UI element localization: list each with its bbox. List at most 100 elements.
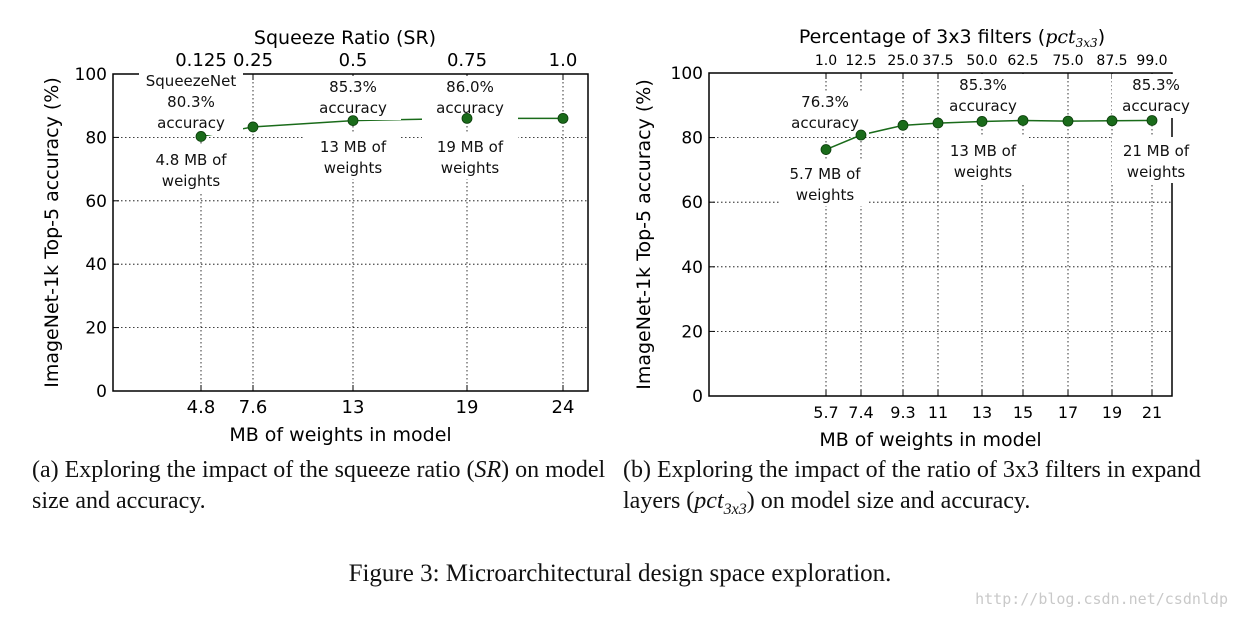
data-point bbox=[1106, 115, 1118, 127]
tick-label-top: 12.5 bbox=[845, 53, 876, 69]
annotation-label: 76.3% bbox=[801, 93, 849, 111]
caption-b-suffix: ) on model size and accuracy. bbox=[746, 488, 1031, 514]
watermark: http://blog.csdn.net/csdnldp bbox=[975, 590, 1228, 608]
data-point bbox=[247, 121, 259, 133]
tick-label-y: 80 bbox=[85, 128, 107, 148]
tick-label-y: 80 bbox=[681, 129, 703, 149]
tick-label-top: 75.0 bbox=[1052, 53, 1083, 69]
annotation-label: 5.7 MB of bbox=[789, 165, 861, 183]
x-axis-label: MB of weights in model bbox=[819, 429, 1041, 450]
tick-label-top: 0.125 bbox=[175, 50, 227, 71]
data-point bbox=[347, 115, 359, 126]
annotation-label: weights bbox=[441, 159, 500, 177]
annotation-label: accuracy bbox=[436, 99, 504, 117]
tick-label-x: 13 bbox=[972, 403, 992, 422]
tick-label-y: 20 bbox=[681, 322, 703, 342]
annotation-box bbox=[422, 133, 518, 179]
annotation-label: 13 MB of bbox=[950, 142, 1017, 160]
caption-a: (a) Exploring the impact of the squeeze … bbox=[32, 455, 607, 517]
tick-label-x: 13 bbox=[342, 397, 365, 418]
tick-label-y: 40 bbox=[85, 255, 107, 275]
caption-b: (b) Exploring the impact of the ratio of… bbox=[623, 455, 1223, 525]
plot-frame bbox=[112, 73, 589, 392]
caption-a-math: SR bbox=[474, 457, 502, 483]
tick-label-x: 7.4 bbox=[848, 403, 873, 422]
data-point bbox=[976, 116, 988, 127]
tick-label-y: 0 bbox=[96, 382, 107, 402]
annotation-box bbox=[939, 74, 1027, 118]
tick-label-y: 60 bbox=[85, 192, 107, 212]
tick-label-y: 20 bbox=[85, 319, 107, 339]
tick-label-x: 4.8 bbox=[187, 397, 216, 418]
tick-label-x: 19 bbox=[1102, 403, 1122, 422]
data-point bbox=[1017, 115, 1029, 126]
tick-label-top: 25.0 bbox=[887, 53, 918, 69]
annotation-box bbox=[305, 133, 401, 179]
tick-label-top: 0.25 bbox=[233, 50, 273, 71]
tick-label-y: 60 bbox=[681, 193, 703, 213]
annotation-label: weights bbox=[324, 159, 383, 177]
tick-label-top: 1.0 bbox=[815, 53, 837, 69]
annotation-label: 85.3% bbox=[1132, 76, 1180, 94]
annotation-label: weights bbox=[162, 172, 221, 190]
tick-label-x: 17 bbox=[1058, 403, 1078, 422]
annotation-label: weights bbox=[954, 163, 1013, 181]
data-point bbox=[897, 119, 909, 131]
annotation-box bbox=[939, 137, 1027, 183]
x-axis-label: MB of weights in model bbox=[229, 424, 451, 446]
annotation-label: 19 MB of bbox=[437, 138, 504, 156]
plot-frame bbox=[708, 72, 1173, 397]
data-point bbox=[855, 129, 867, 141]
tick-label-x: 7.6 bbox=[239, 397, 268, 418]
chart-b: 0 20 40 60 80 100 5.7 1.0 7.4 12.5 9.3 25.0 11 37.5 13… bbox=[633, 26, 1200, 450]
tick-label-y: 40 bbox=[681, 258, 703, 278]
tick-label-top: 62.5 bbox=[1007, 53, 1038, 69]
annotation-box bbox=[781, 91, 869, 135]
annotation-label: weights bbox=[796, 186, 855, 204]
annotation-label: accuracy bbox=[319, 99, 387, 117]
annotation-box bbox=[781, 160, 869, 206]
data-point bbox=[557, 112, 569, 124]
tick-label-top: 1.0 bbox=[549, 50, 578, 71]
annotation-box bbox=[422, 76, 518, 120]
tick-label-y: 100 bbox=[671, 64, 703, 84]
annotation-label: 13 MB of bbox=[320, 138, 387, 156]
figure-caption: Figure 3: Microarchitectural design spac… bbox=[348, 560, 892, 587]
annotation-label: 85.3% bbox=[329, 78, 377, 96]
tick-label-top: 0.75 bbox=[447, 50, 487, 71]
caption-a-suffix: ) on model size and accuracy. bbox=[32, 457, 606, 514]
tick-label-top: 87.5 bbox=[1096, 53, 1127, 69]
tick-label-x: 15 bbox=[1013, 403, 1033, 422]
data-point bbox=[461, 112, 473, 124]
annotation-label: 86.0% bbox=[446, 78, 494, 96]
annotation-label: accuracy bbox=[1122, 97, 1190, 115]
annotation-label: 85.3% bbox=[959, 76, 1007, 94]
tick-label-y: 100 bbox=[75, 65, 107, 85]
tick-label-top: 50.0 bbox=[966, 53, 997, 69]
annotation-label: accuracy bbox=[949, 97, 1017, 115]
annotation-label: weights bbox=[1127, 163, 1186, 181]
top-axis-title: Squeeze Ratio (SR) bbox=[254, 27, 436, 49]
tick-label-y: 0 bbox=[692, 387, 703, 407]
tick-label-x: 9.3 bbox=[890, 403, 915, 422]
y-axis-label: ImageNet-1k Top-5 accuracy (%) bbox=[41, 77, 63, 388]
annotation-box bbox=[139, 146, 243, 192]
data-point bbox=[932, 117, 944, 129]
tick-label-x: 19 bbox=[456, 397, 479, 418]
annotation-box bbox=[1112, 74, 1200, 118]
top-axis-title: Percentage of 3x3 filters (pct3x3) bbox=[799, 26, 1105, 50]
data-point bbox=[1146, 115, 1158, 126]
annotation-box bbox=[139, 70, 243, 135]
annotation-label: 21 MB of bbox=[1123, 142, 1190, 160]
tick-label-top: 99.0 bbox=[1136, 53, 1167, 69]
caption-b-sub: 3x3 bbox=[723, 500, 747, 518]
annotation-label: 80.3% bbox=[167, 93, 215, 111]
caption-b-prefix: (b) Exploring the impact of the ratio of… bbox=[623, 457, 1201, 514]
tick-label-top: 37.5 bbox=[922, 53, 953, 69]
data-point bbox=[1062, 115, 1074, 127]
tick-label-x: 5.7 bbox=[813, 403, 838, 422]
y-axis-label: ImageNet-1k Top-5 accuracy (%) bbox=[633, 79, 655, 390]
tick-label-x: 11 bbox=[928, 403, 948, 422]
tick-label-x: 24 bbox=[552, 397, 575, 418]
data-point bbox=[820, 144, 832, 155]
